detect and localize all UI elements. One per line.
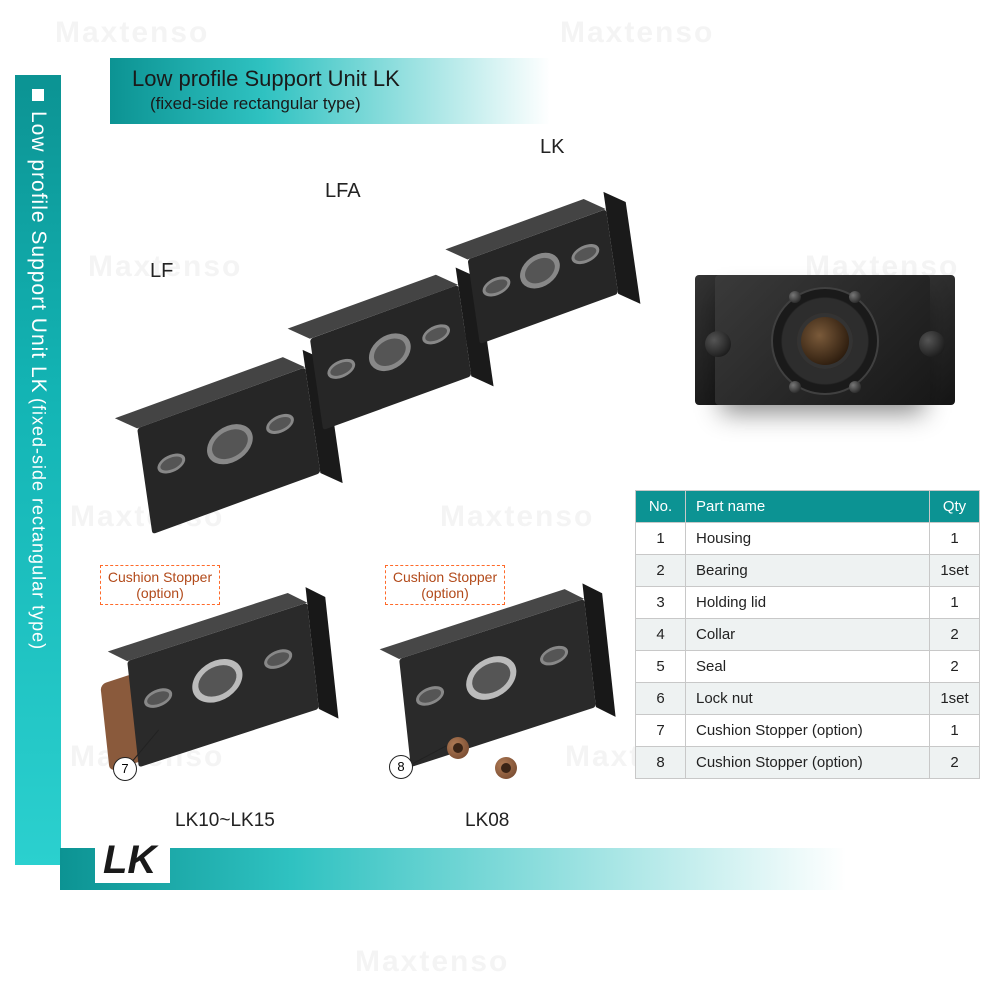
- cell-no: 5: [636, 651, 686, 683]
- cell-name: Housing: [686, 523, 930, 555]
- watermark: Maxtenso: [355, 945, 509, 979]
- caption-lk08: LK08: [465, 810, 509, 832]
- cushion-callout-left: Cushion Stopper (option): [100, 565, 220, 605]
- assembly-diagram: LF LFA LK: [80, 130, 700, 510]
- col-no: No.: [636, 491, 686, 523]
- table-row: 4Collar2: [636, 619, 980, 651]
- bullet-square-icon: [32, 89, 44, 101]
- watermark: Maxtenso: [560, 16, 714, 50]
- cell-name: Cushion Stopper (option): [686, 715, 930, 747]
- cell-no: 3: [636, 587, 686, 619]
- cell-name: Cushion Stopper (option): [686, 747, 930, 779]
- variant-units-diagram: Cushion Stopper (option) 7 LK10~LK15 Cus…: [85, 535, 645, 845]
- sidebar-subtitle: (fixed-side rectangular type): [28, 398, 49, 650]
- cushion-callout-right: Cushion Stopper (option): [385, 565, 505, 605]
- cell-qty: 1set: [930, 555, 980, 587]
- table-row: 8Cushion Stopper (option)2: [636, 747, 980, 779]
- cell-name: Bearing: [686, 555, 930, 587]
- sidebar-banner: Low profile Support Unit LK (fixed-side …: [15, 75, 61, 865]
- cell-no: 1: [636, 523, 686, 555]
- cell-name: Seal: [686, 651, 930, 683]
- cell-name: Lock nut: [686, 683, 930, 715]
- table-row: 2Bearing1set: [636, 555, 980, 587]
- watermark: Maxtenso: [55, 16, 209, 50]
- cell-qty: 2: [930, 651, 980, 683]
- leader-7: 7: [113, 757, 137, 781]
- table-row: 7Cushion Stopper (option)1: [636, 715, 980, 747]
- product-photo-lk: [695, 235, 955, 445]
- cell-qty: 2: [930, 747, 980, 779]
- caption-lk1015: LK10~LK15: [175, 810, 275, 832]
- page-title: Low profile Support Unit LK: [132, 66, 550, 92]
- sidebar-title: Low profile Support Unit LK: [26, 111, 50, 394]
- cell-qty: 1: [930, 715, 980, 747]
- cell-no: 6: [636, 683, 686, 715]
- table-row: 6Lock nut1set: [636, 683, 980, 715]
- cell-qty: 1: [930, 523, 980, 555]
- footer-series-label: LK: [95, 838, 170, 883]
- cell-no: 4: [636, 619, 686, 651]
- footer-banner: [60, 848, 985, 890]
- cell-qty: 2: [930, 619, 980, 651]
- title-banner: Low profile Support Unit LK (fixed-side …: [110, 58, 550, 124]
- col-name: Part name: [686, 491, 930, 523]
- cell-qty: 1: [930, 587, 980, 619]
- parts-table: No. Part name Qty 1Housing12Bearing1set3…: [635, 490, 980, 779]
- leader-8: 8: [389, 755, 413, 779]
- cell-name: Holding lid: [686, 587, 930, 619]
- table-row: 5Seal2: [636, 651, 980, 683]
- cell-no: 8: [636, 747, 686, 779]
- table-row: 3Holding lid1: [636, 587, 980, 619]
- table-row: 1Housing1: [636, 523, 980, 555]
- label-lk: LK: [540, 136, 564, 159]
- cell-qty: 1set: [930, 683, 980, 715]
- cell-name: Collar: [686, 619, 930, 651]
- cell-no: 7: [636, 715, 686, 747]
- table-header-row: No. Part name Qty: [636, 491, 980, 523]
- col-qty: Qty: [930, 491, 980, 523]
- page-subtitle: (fixed-side rectangular type): [150, 94, 550, 114]
- cell-no: 2: [636, 555, 686, 587]
